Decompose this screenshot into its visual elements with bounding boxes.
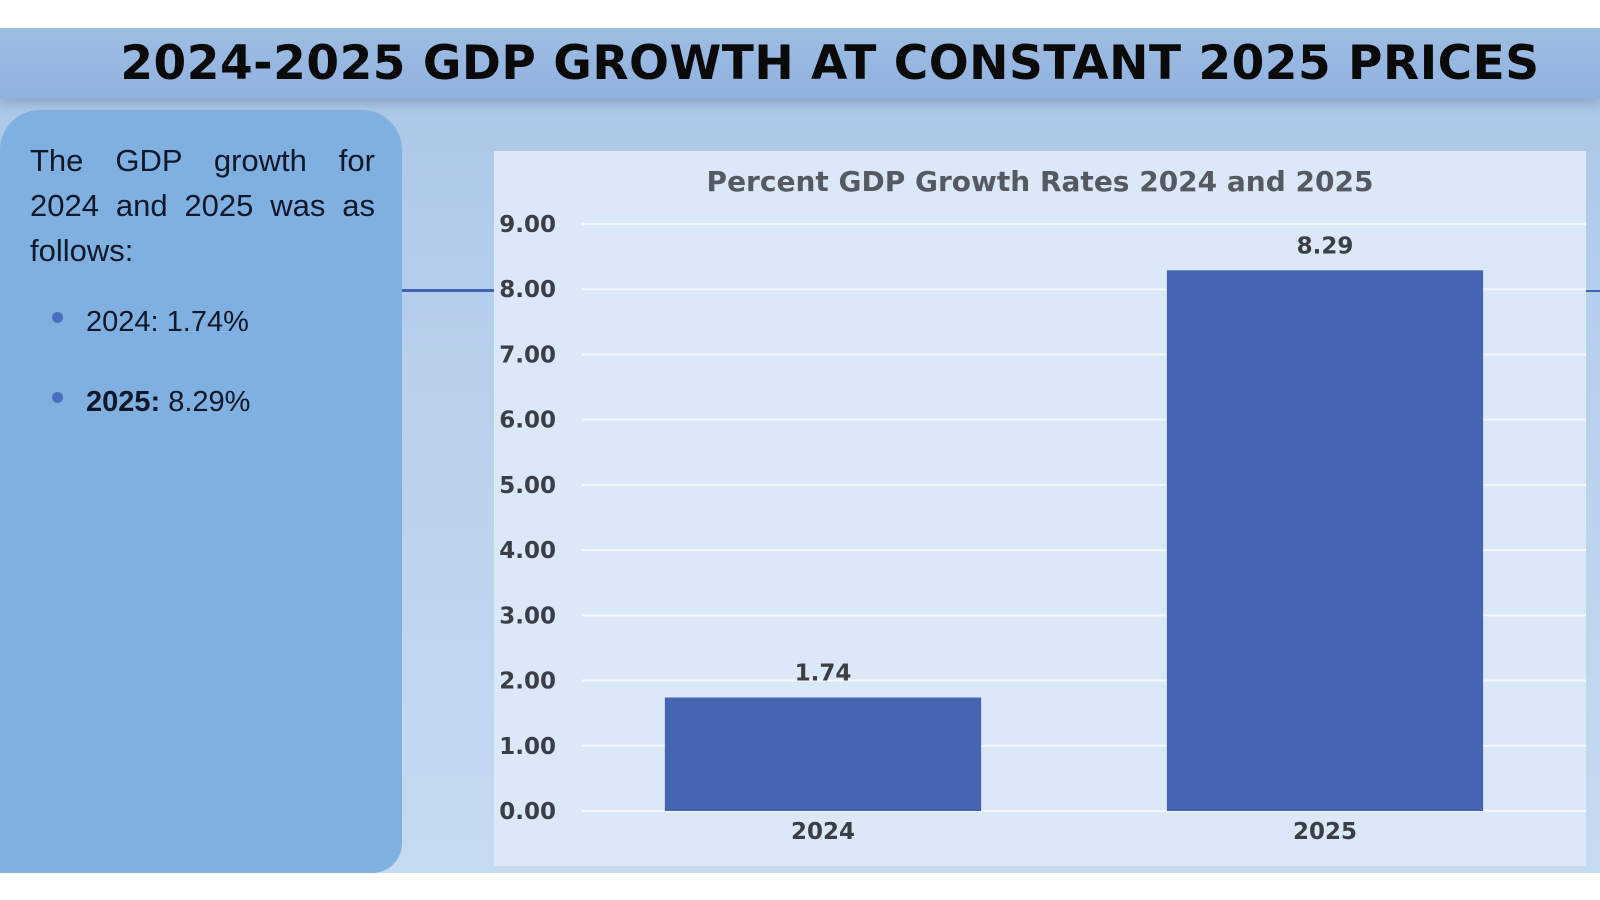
data-label-2025: 8.29 bbox=[1297, 233, 1354, 259]
slide-title: 2024-2025 GDP GROWTH AT CONSTANT 2025 PR… bbox=[120, 36, 1540, 91]
bullet-value: 1.74% bbox=[158, 306, 249, 338]
y-tick-label: 1.00 bbox=[499, 734, 556, 760]
data-label-2024: 1.74 bbox=[795, 661, 852, 687]
y-tick-label: 7.00 bbox=[499, 342, 556, 368]
y-tick-label: 9.00 bbox=[499, 212, 556, 238]
y-tick-label: 8.00 bbox=[499, 277, 556, 303]
y-tick-label: 0.00 bbox=[499, 799, 556, 825]
bars bbox=[664, 270, 1484, 812]
y-tick-label: 3.00 bbox=[499, 603, 556, 629]
connector-line bbox=[402, 289, 494, 292]
growth-bullet-list: 2024: 1.74% 2025: 8.29% bbox=[52, 306, 250, 466]
chart-title: Percent GDP Growth Rates 2024 and 2025 bbox=[707, 165, 1374, 198]
bar-chart: Percent GDP Growth Rates 2024 and 2025 0… bbox=[499, 165, 1586, 845]
bullet-item-2025: 2025: 8.29% bbox=[52, 386, 250, 466]
y-tick-label: 6.00 bbox=[499, 408, 556, 434]
connector-line-end bbox=[1586, 290, 1600, 292]
bullet-value: 8.29% bbox=[160, 386, 251, 418]
title-band bbox=[0, 28, 1600, 98]
bullet-label: 2024: bbox=[86, 306, 159, 338]
chart-area: Percent GDP Growth Rates 2024 and 2025 0… bbox=[494, 151, 1586, 866]
bar-2024 bbox=[664, 697, 982, 811]
y-tick-label: 5.00 bbox=[499, 473, 556, 499]
y-tick-label: 4.00 bbox=[499, 538, 556, 564]
bullet-dot-icon bbox=[52, 392, 63, 403]
y-tick-label: 2.00 bbox=[499, 669, 556, 695]
bullet-item-2024: 2024: 1.74% bbox=[52, 306, 250, 386]
text-panel bbox=[0, 110, 402, 873]
bar-2025 bbox=[1166, 270, 1484, 812]
x-axis-categories: 2024 2025 bbox=[791, 819, 1357, 845]
x-category-label: 2024 bbox=[791, 819, 855, 845]
x-category-label: 2025 bbox=[1293, 819, 1357, 845]
bullet-dot-icon bbox=[52, 312, 63, 323]
data-labels: 1.74 8.29 bbox=[795, 233, 1354, 686]
intro-text: The GDP growth for 2024 and 2025 was as … bbox=[30, 143, 375, 268]
y-axis-ticks: 0.00 1.00 2.00 3.00 4.00 5.00 6.00 7.00 8.00 9.00 bbox=[499, 212, 556, 825]
bullet-label: 2025: bbox=[86, 386, 161, 418]
